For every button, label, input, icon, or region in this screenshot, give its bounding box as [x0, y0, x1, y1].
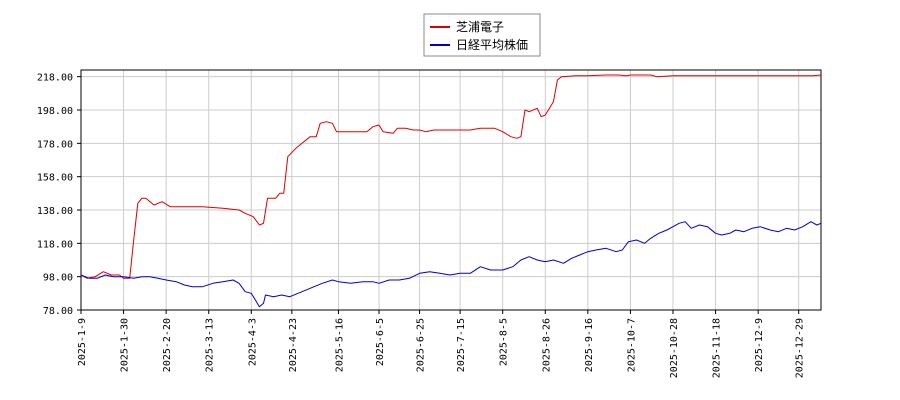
- y-tick-label: 98.00: [43, 273, 73, 284]
- series-line-1: [80, 74, 822, 279]
- y-tick-label: 158.00: [37, 173, 73, 184]
- x-tick-label: 2025-9-16: [584, 318, 595, 372]
- series-layer: [80, 74, 822, 308]
- x-tick-label: 2025-4-3: [247, 318, 258, 366]
- x-tick-label: 2025-6-5: [375, 318, 386, 366]
- x-tick-label: 2025-4-23: [288, 318, 299, 372]
- x-tick-label: 2025-12-9: [754, 318, 765, 372]
- y-tick-label: 118.00: [37, 239, 73, 250]
- legend-label-series-2: 日経平均株価: [456, 37, 528, 52]
- series-line-2: [80, 221, 822, 308]
- y-tick-label: 138.00: [37, 206, 73, 217]
- y-tick-label: 218.00: [37, 73, 73, 84]
- x-tick-label: 2025-7-15: [456, 318, 467, 372]
- x-tick-label: 2025-1-30: [120, 318, 131, 372]
- x-tick-label: 2025-11-18: [712, 318, 723, 378]
- x-tick-label: 2025-10-7: [626, 318, 637, 372]
- x-tick-label: 2025-10-28: [669, 318, 680, 378]
- y-tick-label: 198.00: [37, 106, 73, 117]
- x-axis: 2025-1-9 2025-1-30 2025-2-20 2025-3-13 2025-…: [77, 310, 806, 378]
- x-tick-label: 2025-1-9: [77, 318, 88, 366]
- plot-area: [80, 69, 822, 311]
- y-tick-label: 78.00: [43, 306, 73, 317]
- y-tick-label: 178.00: [37, 139, 73, 150]
- grid-lines: [80, 70, 821, 311]
- x-tick-label: 2025-5-16: [334, 318, 345, 372]
- x-tick-label: 2025-12-29: [795, 318, 806, 378]
- legend: 芝浦電子 日経平均株価: [423, 13, 541, 57]
- legend-label-series-1: 芝浦電子: [456, 19, 504, 34]
- y-axis: 78.00 98.00 118.00 138.00 158.00 178.00 198.00…: [37, 73, 81, 317]
- legend-box: [423, 13, 541, 57]
- x-tick-label: 2025-2-20: [162, 318, 173, 372]
- x-tick-label: 2025-6-25: [416, 318, 427, 372]
- x-tick-label: 2025-8-26: [541, 318, 552, 372]
- x-tick-label: 2025-8-5: [499, 318, 510, 366]
- x-tick-label: 2025-3-13: [205, 318, 216, 372]
